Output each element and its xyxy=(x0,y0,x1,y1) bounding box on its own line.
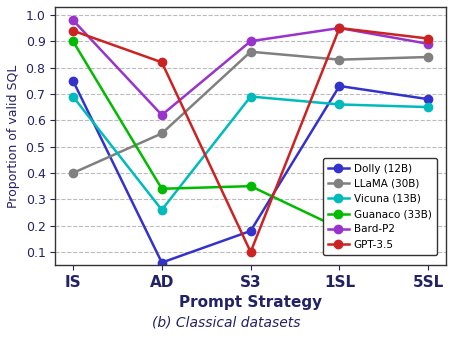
LLaMA (30B) xyxy=(248,50,253,54)
Line: Dolly (12B): Dolly (12B) xyxy=(69,76,433,267)
Line: GPT-3.5: GPT-3.5 xyxy=(69,24,433,256)
Guanaco (33B) xyxy=(337,226,342,230)
Guanaco (33B) xyxy=(425,232,431,236)
Line: Guanaco (33B): Guanaco (33B) xyxy=(69,37,433,238)
Guanaco (33B) xyxy=(159,187,164,191)
Bard-P2 xyxy=(425,42,431,46)
GPT-3.5 xyxy=(337,26,342,30)
Bard-P2 xyxy=(159,113,164,117)
Line: LLaMA (30B): LLaMA (30B) xyxy=(69,48,433,177)
Dolly (12B) xyxy=(425,97,431,101)
Guanaco (33B) xyxy=(248,184,253,188)
Vicuna (13B) xyxy=(248,95,253,99)
Vicuna (13B) xyxy=(337,102,342,106)
Dolly (12B) xyxy=(248,229,253,233)
Bard-P2 xyxy=(70,18,76,22)
Vicuna (13B) xyxy=(70,95,76,99)
Bard-P2 xyxy=(337,26,342,30)
Line: Vicuna (13B): Vicuna (13B) xyxy=(69,92,433,214)
Bard-P2 xyxy=(248,39,253,43)
GPT-3.5 xyxy=(248,250,253,254)
Vicuna (13B) xyxy=(159,208,164,212)
Dolly (12B) xyxy=(159,260,164,265)
LLaMA (30B) xyxy=(70,171,76,175)
GPT-3.5 xyxy=(70,29,76,33)
Y-axis label: Proportion of valid SQL: Proportion of valid SQL xyxy=(7,64,20,208)
LLaMA (30B) xyxy=(337,57,342,62)
Vicuna (13B) xyxy=(425,105,431,109)
Legend: Dolly (12B), LLaMA (30B), Vicuna (13B), Guanaco (33B), Bard-P2, GPT-3.5: Dolly (12B), LLaMA (30B), Vicuna (13B), … xyxy=(323,158,437,255)
Guanaco (33B) xyxy=(70,39,76,43)
GPT-3.5 xyxy=(159,60,164,64)
X-axis label: Prompt Strategy: Prompt Strategy xyxy=(179,295,322,310)
Line: Bard-P2: Bard-P2 xyxy=(69,16,433,119)
Dolly (12B) xyxy=(70,79,76,83)
Dolly (12B) xyxy=(337,84,342,88)
LLaMA (30B) xyxy=(159,131,164,135)
GPT-3.5 xyxy=(425,36,431,40)
LLaMA (30B) xyxy=(425,55,431,59)
Text: (b) Classical datasets: (b) Classical datasets xyxy=(152,316,301,329)
